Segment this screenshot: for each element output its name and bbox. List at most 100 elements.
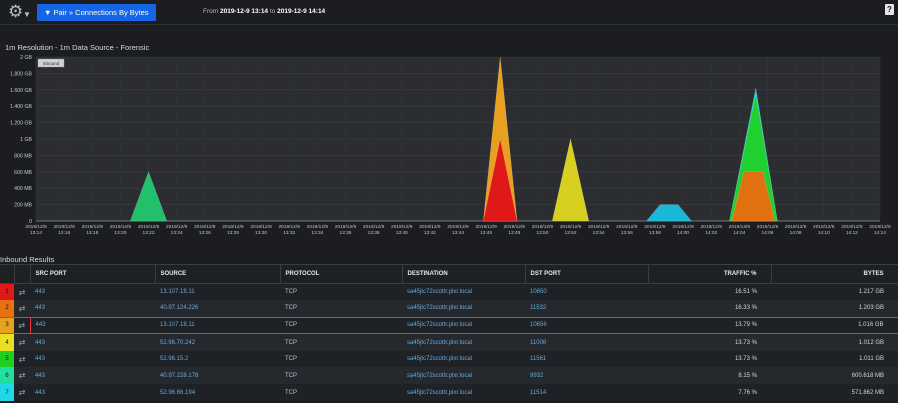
table-row[interactable]: 1 ⇄ 443 13.107.18.11 TCP sa45jtc72scottr.plxr… <box>0 283 898 301</box>
x-tick-label: 13:20 <box>114 230 126 236</box>
cell-traffic: 13.79 % <box>648 316 771 335</box>
cell-source[interactable]: 40.97.228.178 <box>155 367 280 385</box>
cell-destination[interactable]: sa45jtc72scottr.plxr.local <box>402 283 525 301</box>
cell-dst-port[interactable]: 10656 <box>525 316 648 335</box>
cell-bytes: 600.618 MB <box>771 367 898 385</box>
x-tick-date: 2019/12/9 <box>869 224 891 230</box>
cell-source[interactable]: 52.96.15.2 <box>155 350 280 368</box>
x-tick-label: 13:56 <box>621 230 633 236</box>
header-traffic[interactable]: TRAFFIC % <box>648 264 772 284</box>
cell-src-port[interactable]: 443 <box>30 367 155 385</box>
cell-destination[interactable]: sa45jtc72scottr.plxr.local <box>402 316 525 335</box>
x-tick-date: 2019/12/9 <box>25 224 47 230</box>
x-tick-date: 2019/12/9 <box>504 224 526 230</box>
pair-arrows-icon: ⇄ <box>14 367 30 385</box>
table-row[interactable]: 6 ⇄ 443 40.97.228.178 TCP sa45jtc72scottr.plx… <box>0 367 898 385</box>
to-value[interactable]: 2019-12-9 14:14 <box>277 8 326 15</box>
area-peak <box>551 138 590 222</box>
header-src-port[interactable]: SRC PORT <box>30 264 156 284</box>
cell-source[interactable]: 13.107.18.11 <box>155 283 280 301</box>
x-tick-label: 13:30 <box>255 230 267 236</box>
from-value[interactable]: 2019-12-9 13:14 <box>219 8 269 15</box>
x-tick-date: 2019/12/9 <box>110 224 132 230</box>
cell-src-port[interactable]: 443 <box>29 316 155 335</box>
table-row[interactable]: 2 ⇄ 443 40.97.124.226 TCP sa45jtc72scottr.plx… <box>0 300 898 318</box>
table-row[interactable]: 5 ⇄ 443 52.96.15.2 TCP sa45jtc72scottr.plxr.l… <box>0 350 898 368</box>
area-peak <box>483 138 518 222</box>
cell-source[interactable]: 13.107.18.11 <box>155 316 280 335</box>
x-tick-date: 2019/12/9 <box>785 224 807 230</box>
x-tick-label: 13:22 <box>143 230 155 236</box>
cell-destination[interactable]: sa45jtc72scottr.plxr.local <box>402 367 525 385</box>
cell-traffic: 13.73 % <box>648 333 771 351</box>
x-tick-label: 13:14 <box>30 230 42 236</box>
cell-source[interactable]: 40.97.124.226 <box>155 300 280 318</box>
x-tick-date: 2019/12/9 <box>419 224 441 230</box>
view-selector-button[interactable]: ▼ Pair » Connections By Bytes <box>37 4 156 21</box>
x-tick-date: 2019/12/9 <box>588 224 610 230</box>
cell-source[interactable]: 52.96.66.194 <box>155 384 280 402</box>
cell-dst-port[interactable]: 9932 <box>525 367 648 385</box>
cell-dst-port[interactable]: 10650 <box>525 283 648 301</box>
table-row[interactable]: 7 ⇄ 443 52.96.66.194 TCP sa45jtc72scottr.plxr… <box>0 384 898 402</box>
pair-arrows-icon: ⇄ <box>14 333 30 351</box>
table-body: 1 ⇄ 443 13.107.18.11 TCP sa45jtc72scottr.plxr… <box>0 283 898 402</box>
x-tick-date: 2019/12/9 <box>82 224 104 230</box>
header-source[interactable]: SOURCE <box>155 264 281 284</box>
header-dst-port[interactable]: DST PORT <box>525 264 649 284</box>
time-range: From 2019-12-9 13:14 to 2019-12-9 14:14 <box>203 8 325 15</box>
row-rank: 3 <box>0 316 14 335</box>
header-bytes[interactable]: BYTES <box>771 264 898 284</box>
cell-dst-port[interactable]: 11561 <box>525 350 648 368</box>
x-tick-label: 14:10 <box>818 230 830 236</box>
cell-protocol: TCP <box>280 350 402 368</box>
chart-title: 1m Resolution - 1m Data Source - Forensi… <box>5 43 150 52</box>
x-tick-date: 2019/12/9 <box>813 224 835 230</box>
x-tick-date: 2019/12/9 <box>729 224 751 230</box>
cell-destination[interactable]: sa45jtc72scottr.plxr.local <box>402 350 525 368</box>
legend-box <box>37 58 65 68</box>
cell-bytes: 571.862 MB <box>771 384 898 402</box>
cell-destination[interactable]: sa45jtc72scottr.plxr.local <box>402 300 525 318</box>
x-tick-date: 2019/12/9 <box>616 224 638 230</box>
cell-destination[interactable]: sa45jtc72scottr.plxr.local <box>402 384 525 402</box>
cell-bytes: 1.016 GB <box>771 316 898 335</box>
y-tick-label: 400 MB <box>14 186 32 192</box>
x-tick-label: 13:44 <box>452 230 464 236</box>
table-row[interactable]: 4 ⇄ 443 52.96.70.242 TCP sa45jtc72scottr.plxr… <box>0 333 898 351</box>
x-tick-date: 2019/12/9 <box>447 224 469 230</box>
cell-destination[interactable]: sa45jtc72scottr.plxr.local <box>402 333 525 351</box>
cell-dst-port[interactable]: 11514 <box>525 384 648 402</box>
cell-src-port[interactable]: 443 <box>30 384 155 402</box>
x-tick-date: 2019/12/9 <box>672 224 694 230</box>
x-tick-date: 2019/12/9 <box>532 224 554 230</box>
cell-src-port[interactable]: 443 <box>30 350 155 368</box>
row-rank: 1 <box>0 283 14 301</box>
cell-src-port[interactable]: 443 <box>30 333 155 351</box>
cell-protocol: TCP <box>280 316 402 335</box>
to-label: to <box>269 8 276 15</box>
header-destination[interactable]: DESTINATION <box>402 264 526 284</box>
cell-bytes: 1.217 GB <box>771 283 898 301</box>
cell-traffic: 8.15 % <box>648 367 771 385</box>
x-tick-label: 13:28 <box>227 230 239 236</box>
cell-dst-port[interactable]: 11008 <box>525 333 648 351</box>
cell-dst-port[interactable]: 11532 <box>525 300 648 318</box>
settings-gear-icon[interactable]: ⚙ ▼ <box>8 3 31 21</box>
x-tick-label: 14:00 <box>677 230 689 236</box>
x-tick-label: 14:08 <box>790 230 802 236</box>
header-protocol[interactable]: PROTOCOL <box>280 264 403 284</box>
cell-src-port[interactable]: 443 <box>30 300 155 318</box>
y-tick-label: 1.800 GB <box>10 71 32 77</box>
x-tick-label: 13:18 <box>86 230 98 236</box>
help-icon[interactable]: ? <box>885 4 894 15</box>
pair-arrows-icon: ⇄ <box>14 316 30 335</box>
cell-protocol: TCP <box>280 283 402 301</box>
table-row[interactable]: 3 ⇄ 443 13.107.18.11 TCP sa45jtc72scottr.plxr… <box>0 316 898 335</box>
y-tick-label: 600 MB <box>14 170 32 176</box>
cell-src-port[interactable]: 443 <box>30 283 155 301</box>
caret-down-icon: ▼ <box>23 10 31 19</box>
cell-protocol: TCP <box>280 384 402 402</box>
x-tick-label: 13:16 <box>58 230 70 236</box>
cell-source[interactable]: 52.96.70.242 <box>155 333 280 351</box>
